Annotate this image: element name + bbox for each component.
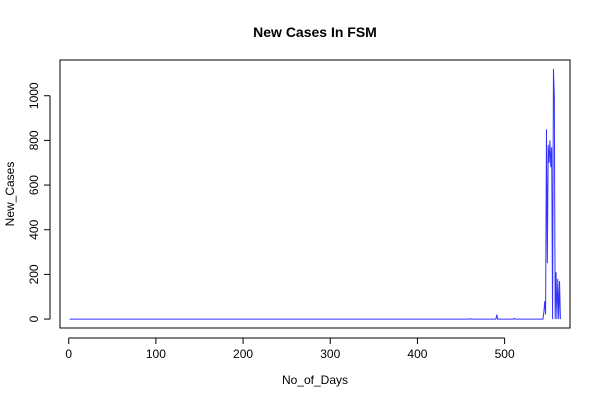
x-tick-label: 200 [233,347,253,361]
plot-frame [59,59,571,329]
x-tick-label: 0 [65,347,72,361]
y-tick-label: 200 [27,264,41,284]
y-axis-label: New_Cases [3,162,17,227]
y-axis: 0 200 400 600 800 1000 [27,82,51,322]
y-tick-label: 400 [27,219,41,239]
y-tick-label: 0 [27,315,41,322]
y-tick-label: 800 [27,130,41,150]
chart-title: New Cases In FSM [253,24,377,40]
x-axis-label: No_of_Days [282,373,348,387]
x-tick-label: 100 [146,347,166,361]
x-tick-label: 500 [495,347,515,361]
y-tick-label: 1000 [27,82,41,109]
x-tick-label: 300 [320,347,340,361]
series-line-new-cases [69,68,561,320]
x-axis: 0 100 200 300 400 500 [65,337,515,361]
x-tick-label: 400 [407,347,427,361]
y-tick-label: 600 [27,175,41,195]
